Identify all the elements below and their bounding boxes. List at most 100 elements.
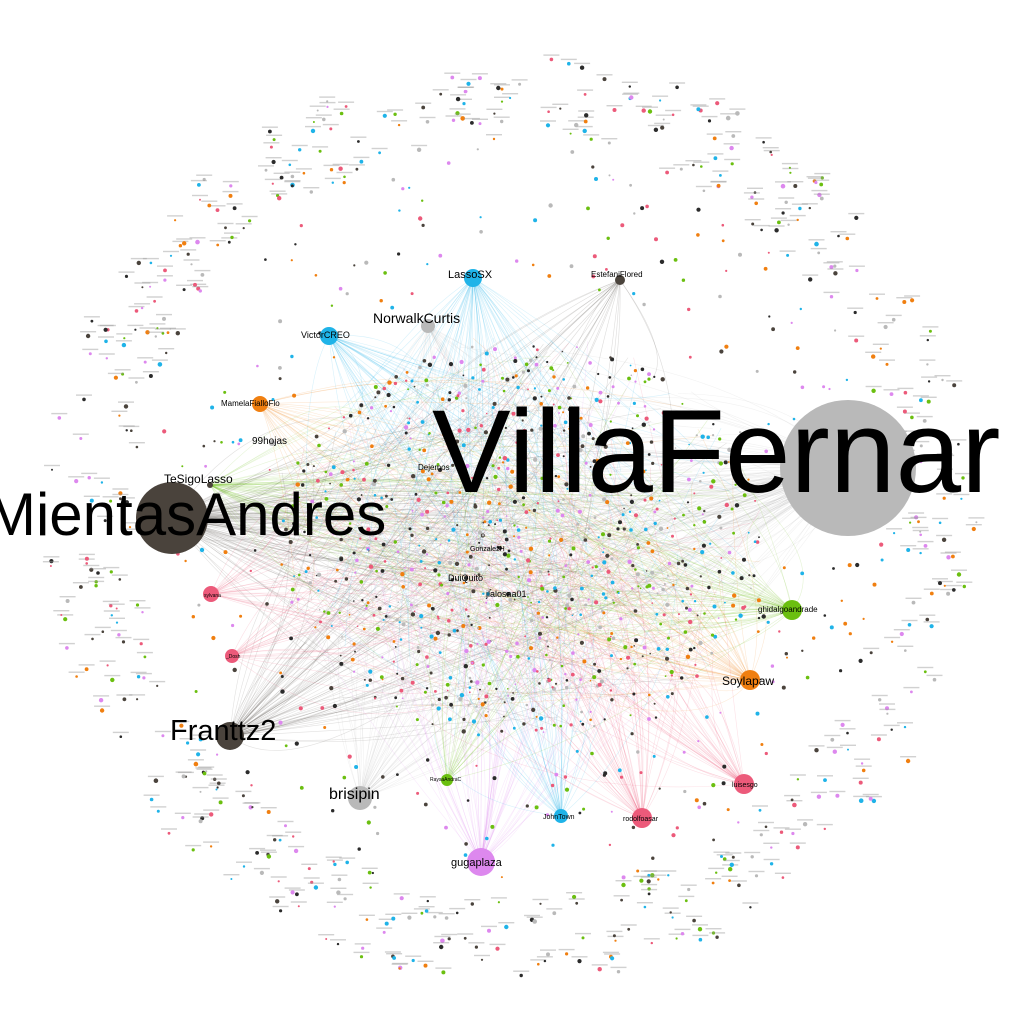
edge <box>307 467 849 540</box>
edge <box>480 344 513 863</box>
node-mamela[interactable] <box>252 396 268 412</box>
node-rodolfo[interactable] <box>632 808 652 828</box>
graph-node <box>564 787 570 792</box>
graph-node <box>556 386 560 390</box>
node-tesigo[interactable] <box>207 482 213 488</box>
graph-node <box>789 171 792 174</box>
graph-node <box>519 549 523 553</box>
graph-node <box>175 331 180 336</box>
node-victor[interactable] <box>320 327 338 345</box>
edge <box>171 512 553 523</box>
edge <box>231 621 480 657</box>
graph-node <box>200 816 205 821</box>
graph-node <box>248 219 252 223</box>
edge <box>483 481 562 817</box>
graph-node <box>630 374 633 377</box>
graph-node <box>471 661 474 665</box>
graph-node <box>858 780 863 785</box>
node-label-stub <box>192 194 208 197</box>
edge <box>382 279 621 457</box>
graph-node <box>589 679 592 682</box>
node-duiquito[interactable] <box>464 576 468 580</box>
graph-node <box>525 804 529 808</box>
node-soylapaw[interactable] <box>740 670 760 690</box>
edge <box>209 484 518 586</box>
graph-node <box>562 455 565 458</box>
node-estefani[interactable] <box>615 275 625 285</box>
graph-node <box>439 543 442 546</box>
graph-node <box>441 418 444 421</box>
graph-node <box>755 711 760 716</box>
graph-node <box>409 603 413 607</box>
graph-node <box>702 801 707 806</box>
edge <box>259 403 374 427</box>
graph-node <box>694 798 699 803</box>
edge <box>229 368 521 737</box>
graph-node <box>710 651 714 655</box>
edge <box>404 426 562 817</box>
graph-node <box>493 347 497 352</box>
graph-node <box>919 444 923 448</box>
node-label-stub <box>305 125 321 128</box>
graph-node <box>551 686 554 689</box>
graph-node <box>517 535 521 539</box>
node-mientas[interactable] <box>136 482 208 554</box>
graph-node <box>781 211 785 215</box>
edge <box>229 677 695 737</box>
edge <box>515 279 621 449</box>
graph-node <box>631 564 635 568</box>
graph-node <box>666 574 669 577</box>
edge <box>556 397 643 819</box>
graph-node <box>554 682 558 685</box>
node-sylvana[interactable] <box>203 586 219 602</box>
graph-node <box>338 611 341 614</box>
node-label-stub <box>678 895 695 898</box>
node-label-stub <box>271 193 288 195</box>
edge <box>209 484 482 635</box>
edge <box>591 605 793 623</box>
node-dejemos[interactable] <box>438 468 442 472</box>
edge <box>464 511 482 863</box>
graph-node <box>719 174 722 177</box>
graph-node <box>532 508 537 513</box>
graph-node <box>513 558 516 561</box>
graph-node <box>633 513 639 518</box>
node-label-stub <box>814 172 831 175</box>
edge <box>453 547 643 819</box>
node-brisipin[interactable] <box>348 786 372 810</box>
graph-node <box>205 770 208 773</box>
node-luisesgo[interactable] <box>734 774 754 794</box>
graph-node <box>502 529 507 534</box>
graph-node <box>597 536 600 539</box>
node-lassosx[interactable] <box>464 269 482 287</box>
edge <box>171 436 517 519</box>
node-frantt[interactable] <box>216 722 244 750</box>
edge <box>464 277 474 524</box>
graph-node <box>443 515 446 518</box>
graph-node <box>398 621 401 624</box>
node-gugaplaza[interactable] <box>467 848 495 876</box>
node-johntown[interactable] <box>554 809 568 823</box>
node-hojas[interactable] <box>269 440 275 446</box>
graph-node <box>428 432 431 435</box>
graph-node <box>268 468 271 471</box>
node-label-stub <box>331 874 348 876</box>
node-jlalosaa[interactable] <box>506 592 510 596</box>
edge <box>336 325 429 562</box>
edge <box>472 277 628 492</box>
node-villa[interactable] <box>780 400 916 536</box>
edge <box>357 406 745 785</box>
graph-node <box>395 618 399 622</box>
graph-node <box>591 274 596 279</box>
node-raysa[interactable] <box>441 774 453 786</box>
edge <box>461 597 486 863</box>
graph-node <box>365 683 369 687</box>
graph-node <box>628 510 632 513</box>
node-ghidalgo[interactable] <box>782 600 802 620</box>
graph-node <box>961 476 965 480</box>
node-norwalk[interactable] <box>421 319 435 333</box>
node-dosh[interactable] <box>225 649 239 663</box>
node-gonzalez[interactable] <box>498 546 502 550</box>
edge <box>317 453 793 611</box>
graph-node <box>375 595 378 599</box>
